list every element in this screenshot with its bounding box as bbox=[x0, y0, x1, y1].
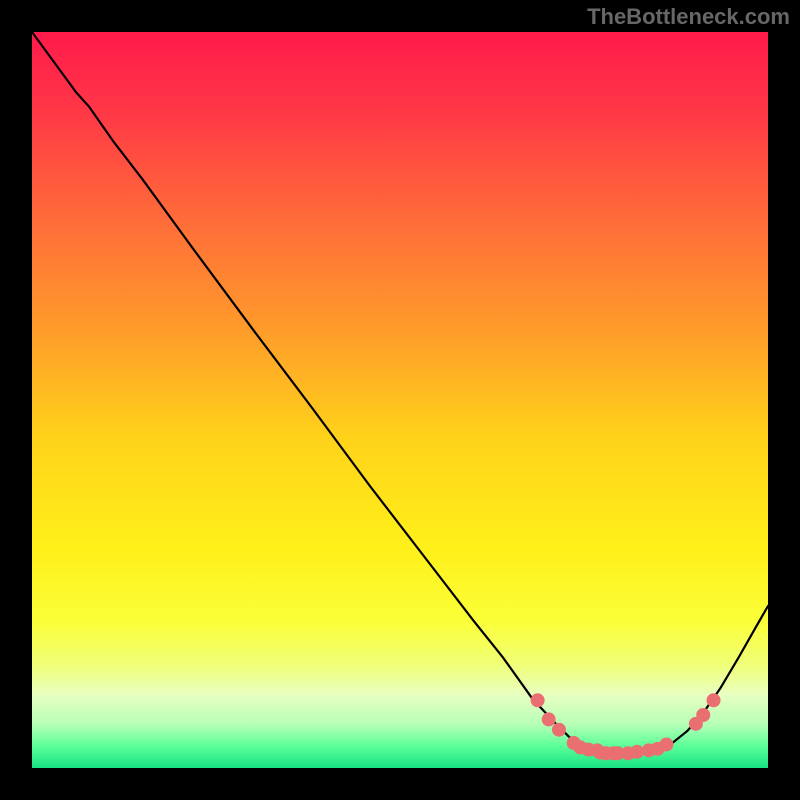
curve-marker bbox=[542, 712, 556, 726]
curve-marker bbox=[630, 745, 644, 759]
curve-marker bbox=[696, 708, 710, 722]
watermark-text: TheBottleneck.com bbox=[587, 4, 790, 30]
curve-marker bbox=[552, 723, 566, 737]
curve-marker bbox=[531, 693, 545, 707]
chart-container: { "watermark": "TheBottleneck.com", "cha… bbox=[0, 0, 800, 800]
curve-marker bbox=[659, 737, 673, 751]
bottleneck-chart bbox=[0, 0, 800, 800]
curve-marker bbox=[707, 693, 721, 707]
gradient-plot-area bbox=[32, 32, 768, 768]
